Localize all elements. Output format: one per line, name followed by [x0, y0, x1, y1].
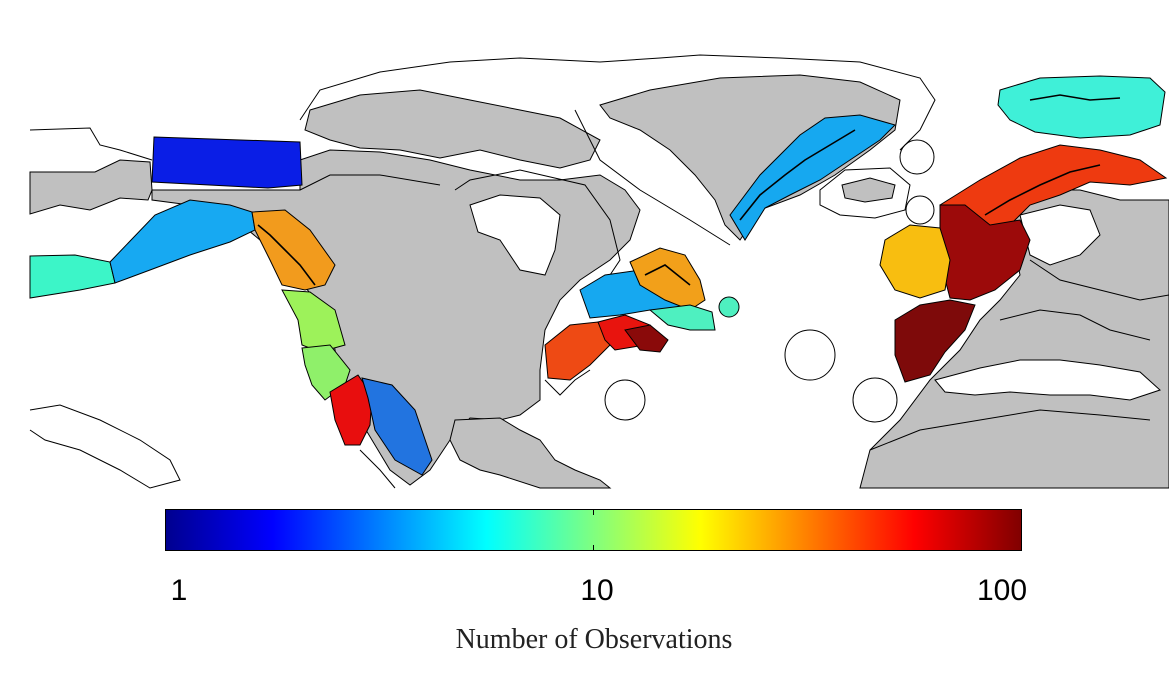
- land-alaska: [29, 159, 153, 215]
- landmasses: [29, 74, 1169, 489]
- outline-north-africa: [869, 409, 1151, 451]
- coast-svalbard: [1029, 94, 1121, 101]
- colorbar-gradient: [165, 509, 1022, 551]
- region-greenland-east: [729, 114, 896, 241]
- region-california-offshore: [361, 377, 433, 476]
- region-sable-island: [718, 296, 740, 318]
- region-british-isles: [879, 224, 951, 299]
- outline-azores-2: [852, 377, 898, 423]
- region-iberia-biscay: [894, 299, 976, 383]
- region-alaska-bering: [151, 136, 303, 189]
- outline-alaska-north: [29, 127, 153, 161]
- outline-azores-1: [784, 329, 836, 381]
- outline-iceland: [819, 167, 911, 219]
- land-arctic-archipelago: [304, 89, 601, 169]
- outline-europe-south: [999, 309, 1151, 341]
- coast-newfoundland: [644, 264, 691, 286]
- outline-mexico: [359, 449, 396, 489]
- coastline-details: [257, 94, 1121, 286]
- coast-norway: [984, 164, 1101, 216]
- outline-greenland-west: [574, 109, 731, 246]
- colorbar-tick-label-1: 1: [170, 574, 188, 607]
- outline-europe-internal: [1029, 259, 1169, 301]
- colorbar: [165, 509, 1022, 551]
- land-greenland: [599, 74, 901, 241]
- region-british-columbia: [251, 209, 336, 291]
- coast-bc: [257, 224, 316, 286]
- region-norway-svalbard: [997, 75, 1166, 139]
- outline-canada-internal: [299, 174, 441, 191]
- outline-bermuda: [604, 379, 646, 421]
- outline-island-a: [899, 139, 935, 175]
- outline-labrador: [454, 169, 621, 291]
- colorbar-title: Number of Observations: [455, 624, 733, 655]
- colorbar-tick-label-10: 10: [580, 574, 614, 607]
- region-nova-scotia: [648, 304, 716, 331]
- region-mid-atlantic: [624, 324, 669, 353]
- region-california-coast: [329, 374, 373, 446]
- eez-outlines: [29, 54, 1169, 489]
- map-canvas: [29, 54, 1169, 489]
- water-hudson-bay: [469, 194, 561, 276]
- region-newfoundland: [629, 247, 706, 311]
- region-gulf-of-maine: [544, 321, 611, 381]
- colorbar-tick-label-100: 100: [976, 574, 1028, 607]
- land-iceland: [841, 177, 896, 203]
- region-north-sea: [939, 204, 1031, 301]
- water-mediterranean: [934, 359, 1161, 401]
- outline-island-b: [905, 195, 935, 225]
- outline-atlantic-east-us: [544, 369, 591, 396]
- outline-arctic: [299, 54, 936, 151]
- land-caribbean: [449, 417, 612, 489]
- observation-regions: [29, 75, 1168, 476]
- coast-greenland-east: [739, 129, 856, 221]
- outline-hawaii: [29, 404, 181, 489]
